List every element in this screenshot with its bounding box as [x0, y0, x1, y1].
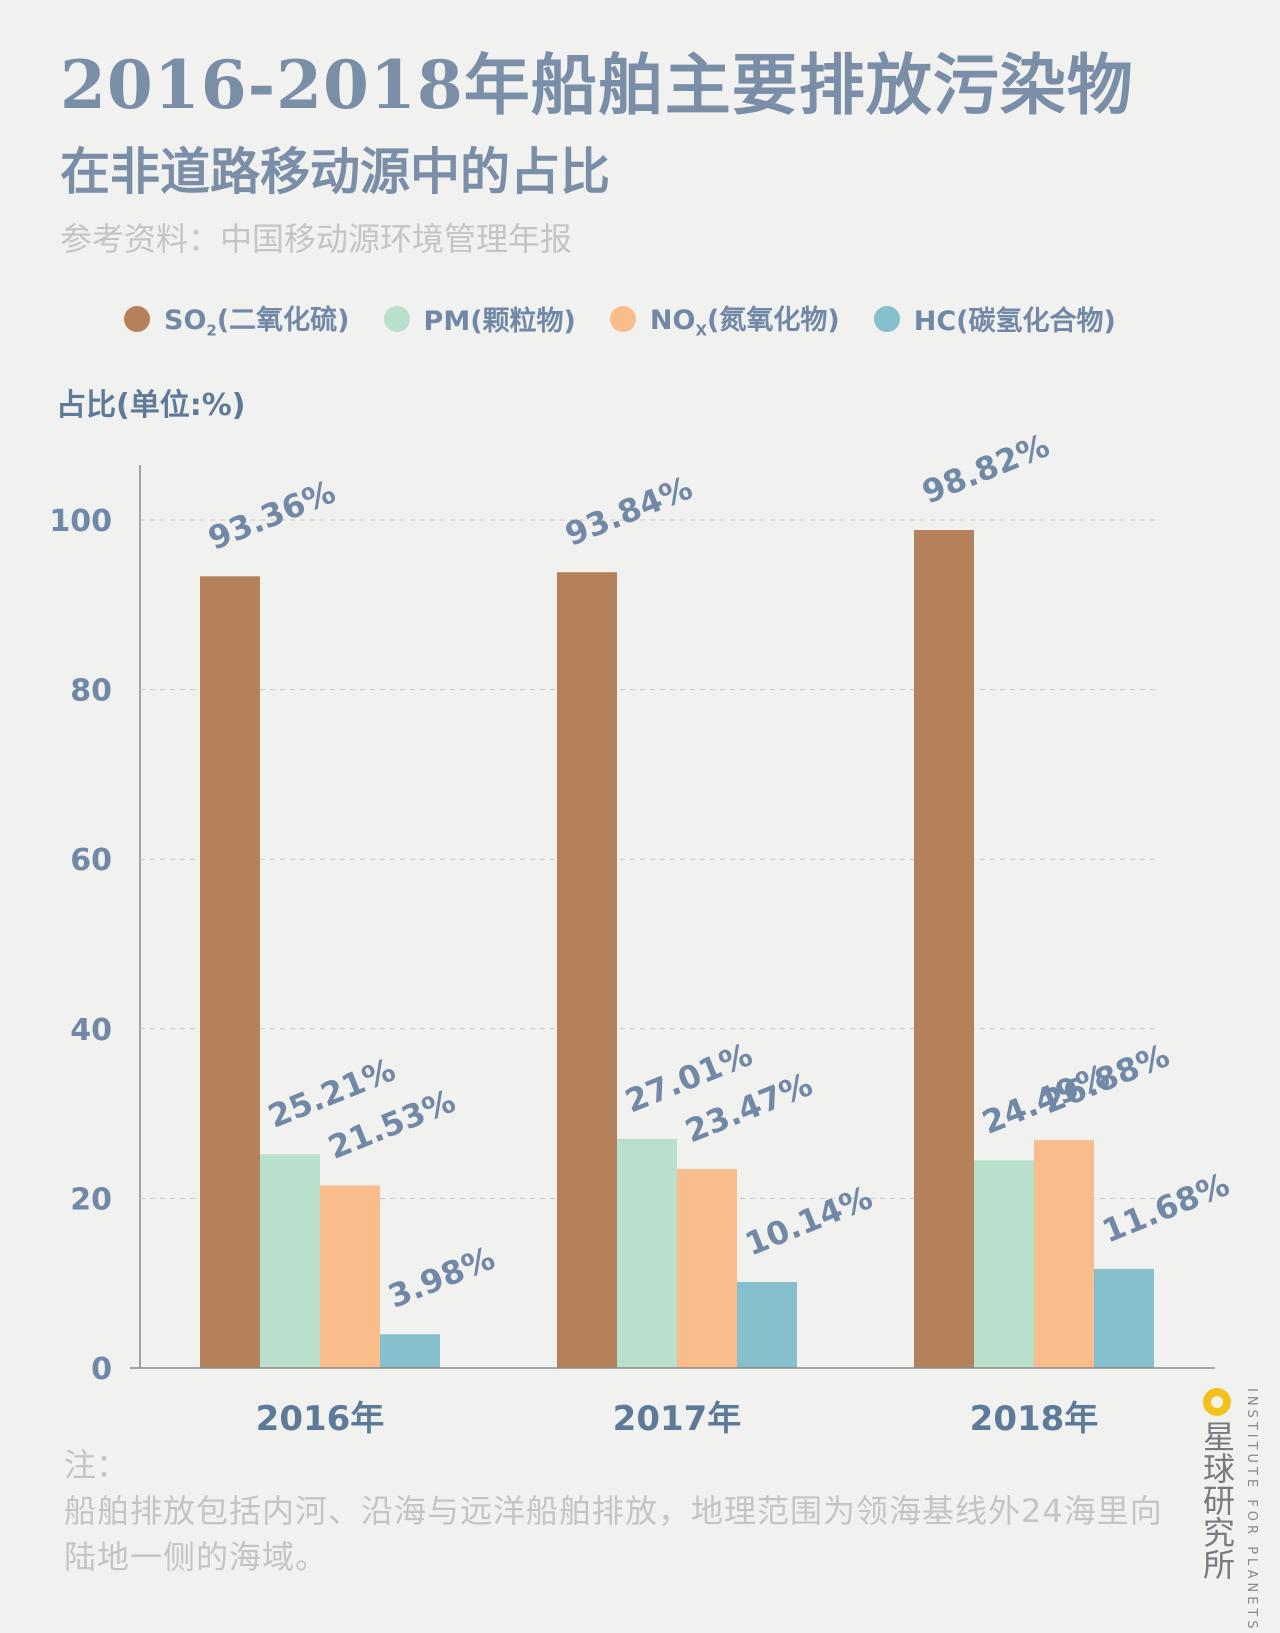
chart-subtitle: 在非道路移动源中的占比	[60, 142, 610, 201]
data-label: 93.36%	[203, 473, 341, 558]
bar	[974, 1160, 1034, 1368]
data-label: 3.98%	[383, 1239, 500, 1316]
bar	[617, 1138, 677, 1368]
legend-item-nox: NOX(氮氧化物)	[609, 298, 840, 340]
bar	[737, 1282, 797, 1368]
chart-title: 2016-2018年船舶主要排放污染物	[60, 46, 1134, 124]
source-note: 参考资料：中国移动源环境管理年报	[60, 220, 573, 258]
y-tick-label: 0	[91, 1352, 112, 1387]
legend-label-so2: SO2(二氧化硫)	[164, 305, 350, 340]
data-label: 93.84%	[560, 468, 698, 553]
y-tick-label: 60	[70, 843, 112, 878]
bar	[1094, 1268, 1154, 1368]
legend-swatch-pm	[383, 305, 410, 332]
x-tick-label: 2017年	[613, 1399, 742, 1439]
note-body: 船舶排放包括内河、沿海与远洋船舶排放，地理范围为领海基线外24海里向陆地一侧的海…	[64, 1492, 1163, 1576]
bar	[557, 572, 617, 1368]
data-label: 11.68%	[1097, 1165, 1235, 1250]
legend-item-so2: SO2(二氧化硫)	[124, 298, 350, 339]
bar	[1034, 1140, 1094, 1368]
legend-item-hc: HC(碳氢化合物)	[873, 299, 1116, 338]
x-tick-label: 2018年	[970, 1399, 1099, 1439]
legend-swatch-nox	[609, 305, 636, 332]
x-tick-label: 2016年	[256, 1399, 385, 1439]
brand-english-name: INSTITUTE FOR PLANETS	[1244, 1388, 1259, 1633]
legend-label-hc: HC(碳氢化合物)	[913, 306, 1116, 338]
y-tick-label: 40	[70, 1013, 112, 1048]
brand-logo-icon	[1203, 1388, 1231, 1416]
bar	[677, 1168, 737, 1368]
y-axis-unit-label: 占比(单位:%)	[56, 388, 246, 423]
legend-label-nox: NOX(氮氧化物)	[649, 305, 840, 340]
data-label: 98.82%	[917, 426, 1055, 511]
data-label: 10.14%	[740, 1178, 878, 1263]
y-tick-label: 100	[49, 504, 112, 539]
legend-label-pm: PM(颗粒物)	[423, 306, 576, 338]
legend: SO2(二氧化硫) PM(颗粒物) NOX(氮氧化物) HC(碳氢化合物)	[124, 298, 1150, 339]
y-tick-label: 80	[70, 674, 112, 709]
bar	[320, 1185, 380, 1368]
bar	[200, 576, 260, 1368]
data-label: 26.88%	[1037, 1036, 1175, 1121]
bar	[380, 1334, 440, 1368]
bar	[260, 1154, 320, 1368]
y-tick-label: 20	[70, 1182, 112, 1217]
bar	[914, 530, 974, 1368]
brand-name: 星球研究所	[1198, 1420, 1236, 1580]
note-heading: 注：	[64, 1446, 129, 1484]
legend-swatch-so2	[124, 305, 150, 332]
legend-swatch-hc	[873, 305, 900, 332]
legend-item-pm: PM(颗粒物)	[383, 299, 576, 338]
